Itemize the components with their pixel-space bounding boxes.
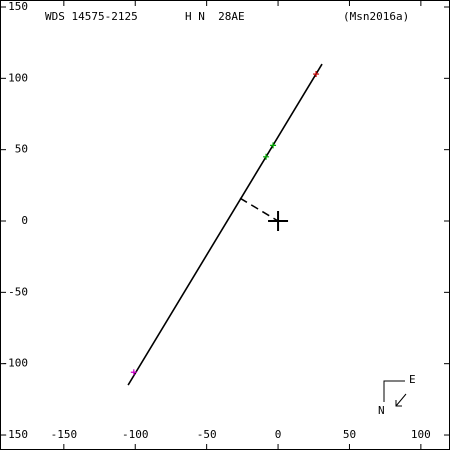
x-tick-label: -50 [197, 428, 217, 441]
observation [130, 369, 137, 376]
x-tick-label: 50 [343, 428, 356, 441]
observation [263, 153, 270, 160]
y-tick-label: 0 [21, 214, 28, 227]
x-tick-label: -150 [51, 428, 78, 441]
ref-label: (Msn2016a) [343, 10, 409, 23]
compass-east: E [409, 373, 416, 386]
x-tick-label: 100 [411, 428, 431, 441]
periastron-line [239, 197, 279, 222]
observation [313, 71, 320, 78]
compass-north: N [378, 404, 385, 417]
y-tick-label: 50 [15, 143, 28, 156]
name-label: H N 28AE [185, 10, 245, 23]
wds-label: WDS 14575-2125 [45, 10, 138, 23]
y-tick-label: -150 [2, 428, 29, 441]
primary-star [268, 211, 289, 232]
y-tick-label: 150 [8, 0, 28, 13]
orbit [127, 63, 323, 386]
compass-arrow [395, 393, 407, 407]
y-tick-label: -50 [8, 285, 28, 298]
y-tick-label: 100 [8, 71, 28, 84]
x-tick-label: -100 [122, 428, 149, 441]
compass-axes [383, 380, 405, 402]
y-tick-label: -100 [2, 357, 29, 370]
observation [270, 142, 277, 149]
x-tick-label: 0 [275, 428, 282, 441]
